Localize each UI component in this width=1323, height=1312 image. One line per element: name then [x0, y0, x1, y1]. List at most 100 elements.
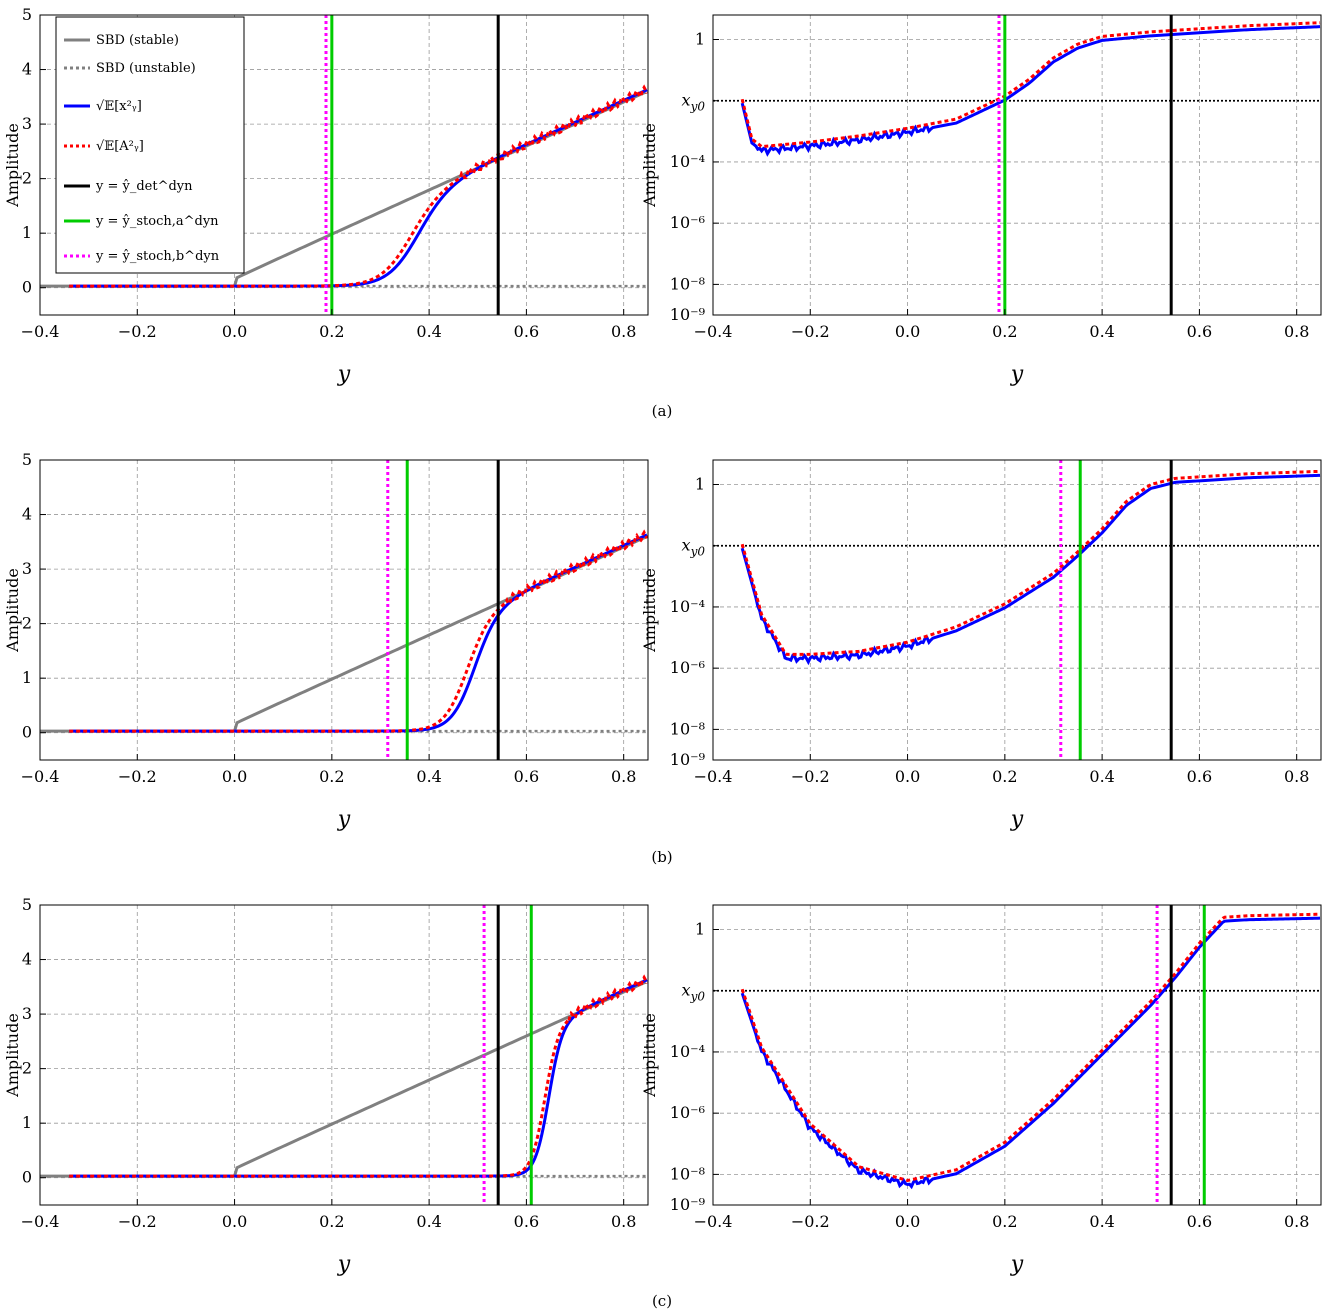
x-tick-label: 0.2: [992, 322, 1017, 341]
x-tick-label: 0.8: [611, 767, 636, 786]
y-tick-label: 0: [22, 723, 32, 742]
x-axis-label: y: [337, 1252, 351, 1277]
figure-panels: −0.4 −0.2 0.0 0.2 0.4 0.6 0.8 0 1 2 3 4 5 Amplitude y −…: [3, 5, 1322, 1277]
y-tick-label: 5: [22, 5, 32, 24]
y-tick-label: 1: [695, 474, 705, 493]
x-tick-label: −0.2: [118, 322, 157, 341]
y-tick-label: 4: [22, 950, 32, 969]
y-tick-label: xy0: [682, 981, 706, 1004]
x-tick-label: 0.2: [319, 322, 344, 341]
legend-label: y = ŷ_stoch,b^dyn: [95, 249, 220, 264]
plot-frame: [712, 904, 1322, 1206]
x-tick-label: 0.0: [222, 767, 247, 786]
series-sqrt-E-A2-line: [740, 21, 1321, 149]
x-tick-label: 0.8: [611, 1212, 636, 1231]
y-tick-sub: y0: [690, 545, 706, 559]
y-tick-label: 10⁻⁴: [670, 1042, 705, 1061]
y-tick-label: 10⁻⁴: [670, 597, 705, 616]
chart-panel: −0.4 −0.2 0.0 0.2 0.4 0.6 0.8 0 1 2 3 4 5 Amplitude y: [3, 5, 649, 387]
series-sqrt-E-x2-line: [740, 25, 1321, 157]
x-tick-label: −0.4: [694, 1212, 733, 1231]
y-tick-label: 3: [22, 559, 32, 578]
x-tick-label: −0.2: [791, 767, 830, 786]
series-sqrt-E-x2-line: [69, 533, 648, 733]
y-tick-label: 10⁻⁶: [670, 1103, 705, 1122]
x-tick-label: 0.0: [895, 1212, 920, 1231]
chart-panel: −0.4 −0.2 0.0 0.2 0.4 0.6 0.8 10⁻⁹ 10⁻⁸ 10⁻⁶ 10⁻⁴ x…: [640, 14, 1322, 387]
y-axis-label: Amplitude: [3, 568, 22, 653]
y-tick-label: 2: [22, 169, 32, 188]
x-tick-label: 0.6: [1187, 1212, 1212, 1231]
y-tick-label: 0: [22, 278, 32, 297]
x-tick-label: 0.2: [319, 1212, 344, 1231]
series-sqrt-E-A2-line: [740, 469, 1321, 656]
legend-label: SBD (stable): [96, 33, 179, 48]
series-sqrt-E-A2-line: [69, 84, 649, 288]
subcaption-a: (a): [652, 402, 673, 420]
x-tick-label: 0.8: [1284, 1212, 1309, 1231]
y-tick-label: 10⁻⁴: [670, 152, 705, 171]
y-tick-sub: y0: [690, 990, 706, 1004]
x-tick-label: −0.4: [21, 1212, 60, 1231]
x-tick-label: 0.8: [1284, 767, 1309, 786]
x-tick-label: 0.6: [1187, 767, 1212, 786]
y-tick-label: 10⁻⁸: [670, 274, 705, 293]
y-tick-label: 1: [695, 919, 705, 938]
x-tick-label: 0.4: [1089, 767, 1114, 786]
x-tick-label: 0.4: [1089, 322, 1114, 341]
x-tick-label: −0.2: [118, 1212, 157, 1231]
series-sqrt-E-x2-line: [740, 473, 1321, 666]
subcaption-c: (c): [652, 1292, 672, 1310]
plot-frame: [712, 14, 1322, 316]
y-tick-label: 1: [22, 223, 32, 242]
y-axis-label: Amplitude: [3, 123, 22, 208]
y-tick-label: 1: [22, 668, 32, 687]
x-axis-label: y: [337, 807, 351, 832]
y-axis-label: Amplitude: [640, 1013, 659, 1098]
y-tick-label: 3: [22, 114, 32, 133]
y-tick-label: 5: [22, 450, 32, 469]
chart-panel: −0.4 −0.2 0.0 0.2 0.4 0.6 0.8 0 1 2 3 4 5 Amplitude y: [3, 450, 649, 832]
x-tick-label: −0.4: [21, 767, 60, 786]
x-tick-label: 0.2: [992, 767, 1017, 786]
x-tick-label: −0.4: [21, 322, 60, 341]
x-tick-label: −0.2: [791, 1212, 830, 1231]
legend-label: SBD (unstable): [96, 61, 196, 76]
legend-label: y = ŷ_stoch,a^dyn: [95, 214, 219, 229]
plot-frame: [712, 459, 1322, 761]
sbd-stable-line: [40, 535, 647, 733]
y-tick-label: 5: [22, 895, 32, 914]
series-sqrt-E-A2-line: [69, 974, 649, 1178]
x-tick-label: 0.6: [1187, 322, 1212, 341]
x-tick-label: −0.2: [118, 767, 157, 786]
plot-frame: [39, 904, 649, 1206]
y-tick-label: 4: [22, 505, 32, 524]
x-tick-label: −0.4: [694, 767, 733, 786]
y-tick-label: 3: [22, 1004, 32, 1023]
series-sqrt-E-x2-line: [740, 916, 1321, 1190]
legend: SBD (stable) SBD (unstable) √𝔼[x²ᵧ] √𝔼[A²ᵧ]…: [55, 16, 245, 274]
y-tick-label: 1: [695, 29, 705, 48]
y-tick-label: 1: [22, 1113, 32, 1132]
chart-panel: −0.4 −0.2 0.0 0.2 0.4 0.6 0.8 0 1 2 3 4 5 Amplitude y: [3, 895, 649, 1277]
x-tick-label: −0.4: [694, 322, 733, 341]
x-tick-label: 0.6: [514, 322, 539, 341]
y-tick-label: 2: [22, 1059, 32, 1078]
x-tick-label: 0.0: [222, 1212, 247, 1231]
x-tick-label: 0.4: [1089, 1212, 1114, 1231]
chart-panel: −0.4 −0.2 0.0 0.2 0.4 0.6 0.8 10⁻⁹ 10⁻⁸ 10⁻⁶ 10⁻⁴ x…: [640, 904, 1322, 1277]
y-tick-sub: y0: [690, 100, 706, 114]
y-tick-label: 10⁻⁶: [670, 658, 705, 677]
x-tick-label: 0.2: [992, 1212, 1017, 1231]
y-axis-label: Amplitude: [640, 123, 659, 208]
y-tick-label: xy0: [682, 91, 706, 114]
legend-label: √𝔼[A²ᵧ]: [96, 139, 144, 154]
x-axis-label: y: [1010, 807, 1024, 832]
series-sqrt-E-A2-line: [740, 912, 1321, 1183]
series-sqrt-E-x2-line: [69, 978, 648, 1178]
x-tick-label: 0.4: [416, 1212, 441, 1231]
subcaption-b: (b): [651, 848, 672, 866]
y-axis-label: Amplitude: [640, 568, 659, 653]
y-tick-label: 10⁻⁹: [670, 305, 706, 324]
